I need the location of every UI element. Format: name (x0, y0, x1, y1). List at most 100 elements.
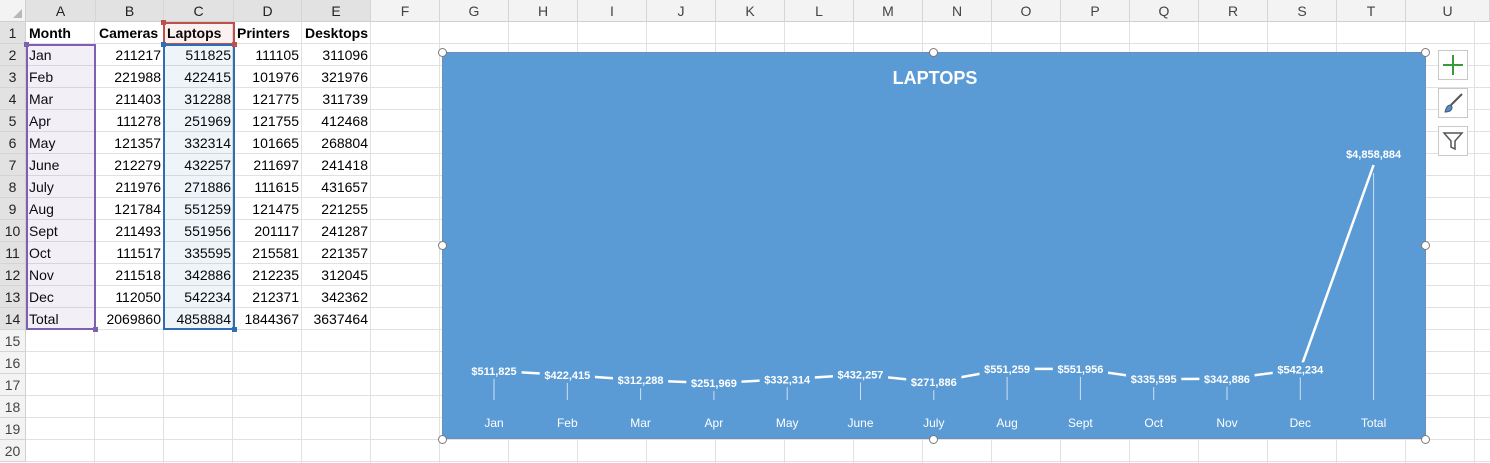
cell[interactable]: Dec (29, 289, 54, 305)
data-label[interactable]: $432,257 (838, 370, 884, 382)
cell[interactable]: Month (29, 25, 71, 41)
row-header[interactable]: 15 (0, 330, 26, 352)
row-header[interactable]: 9 (0, 198, 26, 220)
cell[interactable]: 431657 (321, 179, 368, 195)
cell[interactable]: 312288 (184, 91, 231, 107)
range-handle[interactable] (93, 327, 98, 332)
chart-resize-handle[interactable] (1421, 48, 1430, 57)
cell[interactable]: 212371 (252, 289, 299, 305)
cell[interactable]: 121755 (252, 113, 299, 129)
cell[interactable]: Cameras (99, 25, 159, 41)
category-tick-label[interactable]: Oct (1144, 416, 1163, 430)
row-header[interactable]: 5 (0, 110, 26, 132)
data-label[interactable]: $551,956 (1057, 364, 1103, 376)
cell[interactable]: 211217 (115, 47, 161, 63)
category-tick-label[interactable]: Feb (557, 416, 578, 430)
cell[interactable]: 3637464 (313, 311, 368, 327)
row-header[interactable]: 20 (0, 440, 26, 462)
cell[interactable]: 221255 (321, 201, 368, 217)
range-handle[interactable] (232, 327, 237, 332)
cell[interactable]: Printers (237, 25, 290, 41)
cell[interactable]: 211976 (115, 179, 161, 195)
data-label[interactable]: $511,825 (471, 366, 516, 378)
series-segment[interactable] (1299, 164, 1375, 370)
cell[interactable]: Oct (29, 245, 51, 261)
column-header[interactable]: P (1061, 0, 1130, 22)
row-header[interactable]: 12 (0, 264, 26, 286)
cell[interactable]: 121775 (252, 91, 299, 107)
range-handle[interactable] (161, 42, 166, 47)
data-label[interactable]: $542,234 (1277, 364, 1324, 376)
category-tick-label[interactable]: May (776, 416, 799, 430)
cell[interactable]: May (29, 135, 56, 151)
category-tick-label[interactable]: Aug (996, 416, 1017, 430)
chart-resize-handle[interactable] (929, 48, 938, 57)
cell[interactable]: 312045 (321, 267, 368, 283)
cell[interactable]: 422415 (184, 69, 231, 85)
cell[interactable]: June (29, 157, 60, 173)
range-handle[interactable] (24, 42, 29, 47)
data-label[interactable]: $271,886 (911, 377, 957, 389)
cell[interactable]: Aug (29, 201, 54, 217)
column-header[interactable]: O (992, 0, 1061, 22)
row-header[interactable]: 4 (0, 88, 26, 110)
cell[interactable]: 111105 (255, 47, 299, 63)
cell[interactable]: 111517 (116, 245, 161, 261)
column-header[interactable]: A (26, 0, 96, 22)
row-header[interactable]: 18 (0, 396, 26, 418)
cell[interactable]: 211403 (115, 91, 161, 107)
cell[interactable]: 211697 (253, 157, 299, 173)
data-label[interactable]: $251,969 (691, 378, 737, 390)
cell[interactable]: 101976 (252, 69, 299, 85)
row-header[interactable]: 19 (0, 418, 26, 440)
row-header[interactable]: 3 (0, 66, 26, 88)
cell[interactable]: 121357 (114, 135, 161, 151)
cell[interactable]: 332314 (184, 135, 231, 151)
chart-elements-button[interactable] (1438, 50, 1468, 80)
data-label[interactable]: $312,288 (618, 375, 664, 387)
chart-resize-handle[interactable] (438, 435, 447, 444)
column-header[interactable]: T (1337, 0, 1406, 22)
data-label[interactable]: $422,415 (544, 370, 590, 382)
column-header[interactable]: I (578, 0, 647, 22)
range-handle[interactable] (161, 20, 166, 25)
cell[interactable]: 212235 (252, 267, 299, 283)
data-label[interactable]: $342,886 (1204, 374, 1250, 386)
column-header[interactable]: B (96, 0, 164, 22)
column-header[interactable]: Q (1130, 0, 1199, 22)
laptops-chart[interactable]: LAPTOPS $511,825 $422,415 $312,288 $251,969… (442, 52, 1426, 439)
cell[interactable]: 542234 (184, 289, 231, 305)
category-tick-label[interactable]: June (847, 416, 873, 430)
row-header[interactable]: 13 (0, 286, 26, 308)
data-label[interactable]: $4,858,884 (1346, 149, 1402, 161)
cell[interactable]: 111278 (116, 113, 161, 129)
cell[interactable]: 342886 (184, 267, 231, 283)
row-header[interactable]: 17 (0, 374, 26, 396)
column-header[interactable]: F (371, 0, 440, 22)
cell[interactable]: 342362 (321, 289, 368, 305)
cell[interactable]: 311096 (322, 47, 368, 63)
cell[interactable]: 432257 (184, 157, 231, 173)
row-header[interactable]: 16 (0, 352, 26, 374)
category-tick-label[interactable]: Apr (705, 416, 724, 430)
cell[interactable]: 335595 (184, 245, 231, 261)
column-header[interactable]: M (854, 0, 923, 22)
category-tick-label[interactable]: Nov (1216, 416, 1237, 430)
column-header[interactable]: R (1199, 0, 1268, 22)
row-header[interactable]: 8 (0, 176, 26, 198)
column-header[interactable]: H (509, 0, 578, 22)
category-tick-label[interactable]: Jan (484, 416, 503, 430)
cell[interactable]: 121475 (252, 201, 299, 217)
cell[interactable]: 1844367 (244, 311, 299, 327)
cell[interactable]: 511825 (185, 47, 231, 63)
cell[interactable]: 112050 (115, 289, 161, 305)
cell[interactable]: 271886 (184, 179, 231, 195)
cell[interactable]: 2069860 (106, 311, 161, 327)
column-header[interactable]: D (234, 0, 302, 22)
cell[interactable]: Feb (29, 69, 54, 85)
select-all-button[interactable] (0, 0, 26, 22)
cell[interactable]: 551259 (184, 201, 231, 217)
cell[interactable]: 4858884 (176, 311, 231, 327)
data-label[interactable]: $335,595 (1131, 374, 1177, 386)
row-header[interactable]: 7 (0, 154, 26, 176)
